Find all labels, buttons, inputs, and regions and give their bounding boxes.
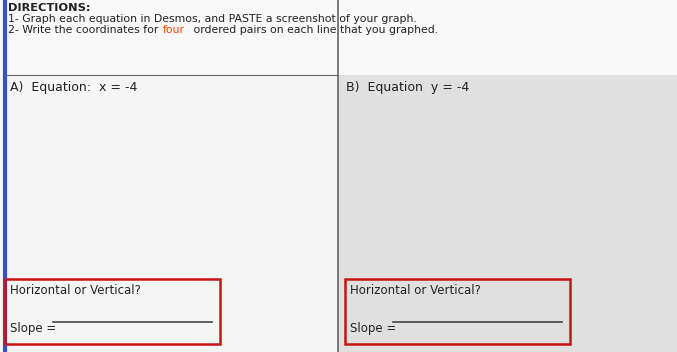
Text: B)  Equation  y = -4: B) Equation y = -4 xyxy=(346,81,469,94)
Text: Horizontal or Vertical?: Horizontal or Vertical? xyxy=(10,284,141,297)
Text: A)  Equation:  x = -4: A) Equation: x = -4 xyxy=(10,81,137,94)
Text: 1- Graph each equation in Desmos, and PASTE a screenshot of your graph.: 1- Graph each equation in Desmos, and PA… xyxy=(8,14,417,24)
Text: ordered pairs on each line that you graphed.: ordered pairs on each line that you grap… xyxy=(190,25,438,35)
Bar xyxy=(345,279,570,344)
Bar xyxy=(0,0,338,352)
Bar xyxy=(0,0,677,75)
Text: 2- Write the coordinates for: 2- Write the coordinates for xyxy=(8,25,162,35)
Bar xyxy=(338,0,677,352)
Text: Slope =: Slope = xyxy=(350,322,400,335)
Text: DIRECTIONS:: DIRECTIONS: xyxy=(8,3,91,13)
Text: Slope =: Slope = xyxy=(10,322,60,335)
Bar xyxy=(5,279,220,344)
Text: four: four xyxy=(163,25,185,35)
Text: Horizontal or Vertical?: Horizontal or Vertical? xyxy=(350,284,481,297)
